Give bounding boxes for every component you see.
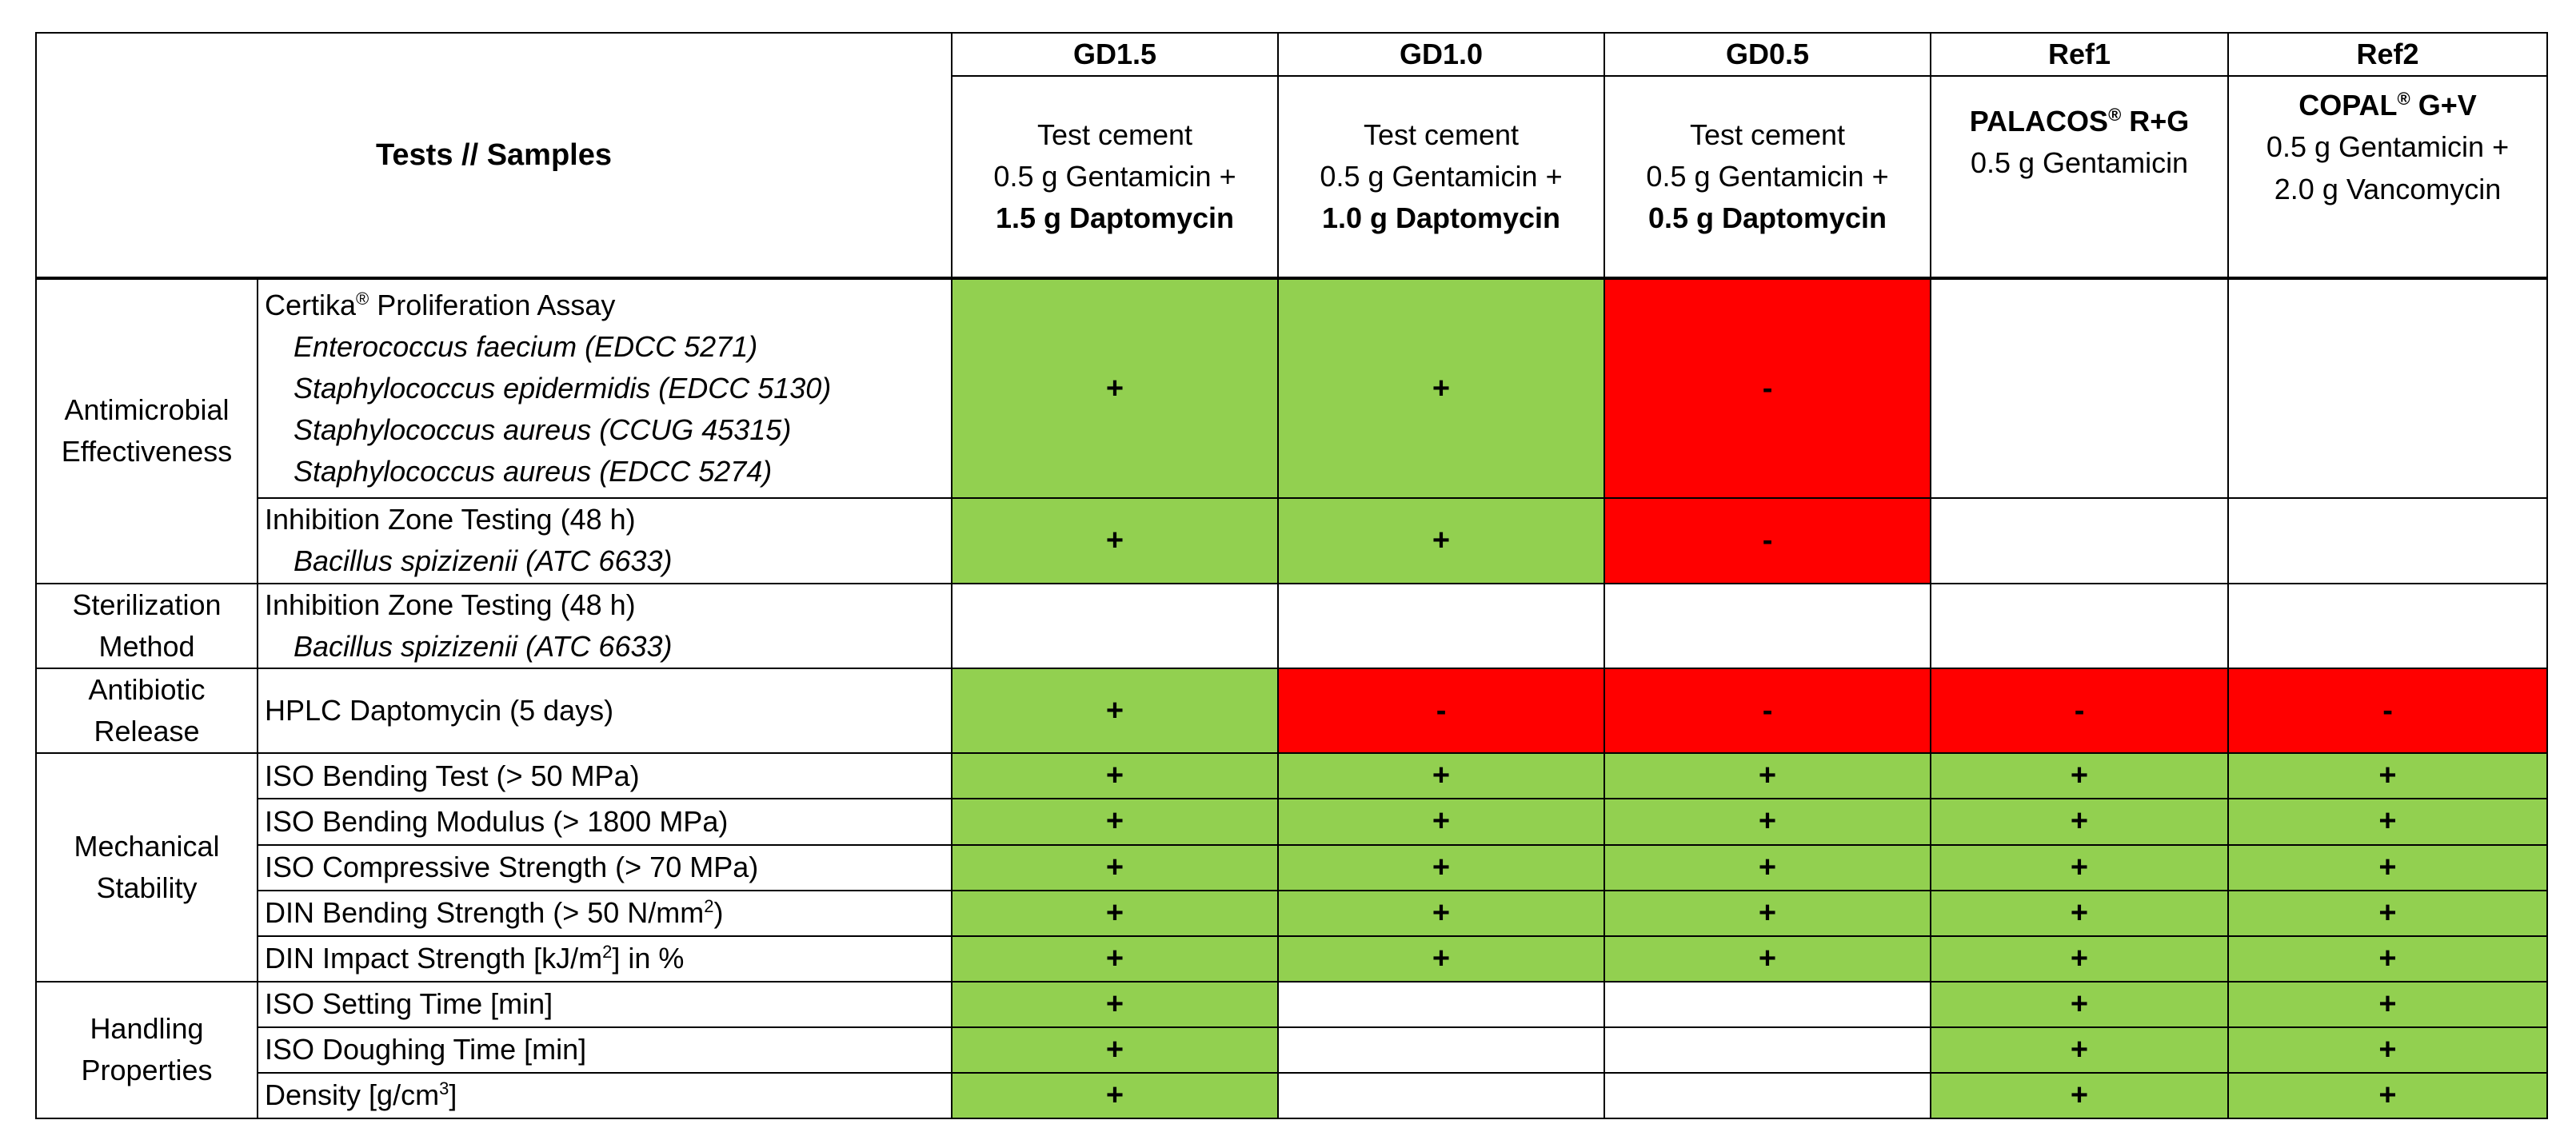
result-cell: + xyxy=(951,843,1280,891)
result-cell: + xyxy=(2227,935,2549,983)
result-cell xyxy=(1930,277,2230,500)
test-certika: Certika® Proliferation Assay Enterococcu… xyxy=(256,277,953,500)
corner-header: Tests // Samples xyxy=(34,31,953,281)
result-cell xyxy=(1930,497,2230,584)
result-cell xyxy=(951,582,1280,669)
test-inhibition-zone-2: Inhibition Zone Testing (48 h) Bacillus s… xyxy=(256,582,953,669)
result-cell: + xyxy=(1277,889,1606,937)
category-release: Antibiotic Release xyxy=(35,667,258,755)
col-header-ref2: Ref2 xyxy=(2227,31,2549,78)
col-header-gd15: GD1.5 xyxy=(951,31,1280,78)
test-iso-doughing: ISO Doughing Time [min] xyxy=(256,1026,953,1074)
desc-gd10: Test cement 0.5 g Gentamicin + 1.0 g Dap… xyxy=(1277,75,1606,281)
result-cell: + xyxy=(951,798,1280,846)
result-cell xyxy=(1277,1026,1606,1074)
result-cell xyxy=(1604,1026,1932,1074)
col-header-ref1: Ref1 xyxy=(1930,31,2230,78)
test-iso-setting: ISO Setting Time [min] xyxy=(256,980,953,1028)
result-cell: + xyxy=(1930,798,2230,846)
result-cell xyxy=(2227,277,2549,500)
result-cell xyxy=(1604,582,1932,669)
result-cell: + xyxy=(951,889,1280,937)
result-cell: - xyxy=(1277,667,1606,755)
result-cell: + xyxy=(1604,798,1932,846)
result-cell: + xyxy=(1930,843,2230,891)
result-cell: + xyxy=(1930,889,2230,937)
test-iso-compressive: ISO Compressive Strength (> 70 MPa) xyxy=(256,843,953,891)
desc-ref1: PALACOS® R+G 0.5 g Gentamicin xyxy=(1930,75,2230,281)
test-inhibition-zone-1: Inhibition Zone Testing (48 h) Bacillus s… xyxy=(256,497,953,584)
result-cell: + xyxy=(951,277,1280,500)
result-cell: - xyxy=(1604,497,1932,584)
result-cell xyxy=(1277,1071,1606,1120)
result-cell: + xyxy=(951,1026,1280,1074)
test-iso-modulus: ISO Bending Modulus (> 1800 MPa) xyxy=(256,798,953,846)
category-handling: Handling Properties xyxy=(35,980,258,1120)
result-cell: + xyxy=(2227,980,2549,1028)
result-cell: + xyxy=(1604,752,1932,800)
result-cell: - xyxy=(1604,667,1932,755)
result-cell: + xyxy=(1277,497,1606,584)
result-cell: + xyxy=(1604,843,1932,891)
result-cell: + xyxy=(2227,798,2549,846)
test-iso-bending: ISO Bending Test (> 50 MPa) xyxy=(256,752,953,800)
category-antimicrobial: Antimicrobial Effectiveness xyxy=(35,277,258,584)
result-cell: + xyxy=(1277,752,1606,800)
result-cell: + xyxy=(1930,1071,2230,1120)
result-cell xyxy=(1604,1071,1932,1120)
result-cell: + xyxy=(1930,980,2230,1028)
test-din-impact: DIN Impact Strength [kJ/m2] in % xyxy=(256,935,953,983)
result-cell: + xyxy=(1930,752,2230,800)
test-din-bending: DIN Bending Strength (> 50 N/mm2) xyxy=(256,889,953,937)
result-cell: + xyxy=(1604,935,1932,983)
result-cell: + xyxy=(2227,1026,2549,1074)
result-cell xyxy=(1930,582,2230,669)
category-sterilization: Sterilization Method xyxy=(35,582,258,669)
result-cell xyxy=(2227,497,2549,584)
result-cell: - xyxy=(1930,667,2230,755)
result-cell: + xyxy=(951,980,1280,1028)
result-cell: + xyxy=(951,667,1280,755)
result-cell xyxy=(1277,980,1606,1028)
test-density: Density [g/cm3] xyxy=(256,1071,953,1120)
results-table: Tests // Samples GD1.5 GD1.0 GD0.5 Ref1 … xyxy=(34,31,2549,1120)
result-cell: + xyxy=(2227,889,2549,937)
result-cell xyxy=(2227,582,2549,669)
result-cell: + xyxy=(2227,1071,2549,1120)
category-mechanical: Mechanical Stability xyxy=(35,752,258,983)
result-cell: + xyxy=(1277,935,1606,983)
result-cell: + xyxy=(1930,935,2230,983)
result-cell: + xyxy=(1277,798,1606,846)
result-cell xyxy=(1604,980,1932,1028)
result-cell: + xyxy=(1604,889,1932,937)
desc-ref2: COPAL® G+V 0.5 g Gentamicin + 2.0 g Vanc… xyxy=(2227,75,2549,281)
result-cell: + xyxy=(1277,843,1606,891)
result-cell: - xyxy=(1604,277,1932,500)
desc-gd15: Test cement 0.5 g Gentamicin + 1.5 g Dap… xyxy=(951,75,1280,281)
result-cell: - xyxy=(2227,667,2549,755)
col-header-gd10: GD1.0 xyxy=(1277,31,1606,78)
result-cell: + xyxy=(951,497,1280,584)
result-cell xyxy=(1277,582,1606,669)
result-cell: + xyxy=(951,935,1280,983)
col-header-gd05: GD0.5 xyxy=(1604,31,1932,78)
result-cell: + xyxy=(951,1071,1280,1120)
result-cell: + xyxy=(2227,752,2549,800)
result-cell: + xyxy=(1277,277,1606,500)
result-cell: + xyxy=(2227,843,2549,891)
result-cell: + xyxy=(1930,1026,2230,1074)
result-cell: + xyxy=(951,752,1280,800)
test-hplc: HPLC Daptomycin (5 days) xyxy=(256,667,953,755)
desc-gd05: Test cement 0.5 g Gentamicin + 0.5 g Dap… xyxy=(1604,75,1932,281)
